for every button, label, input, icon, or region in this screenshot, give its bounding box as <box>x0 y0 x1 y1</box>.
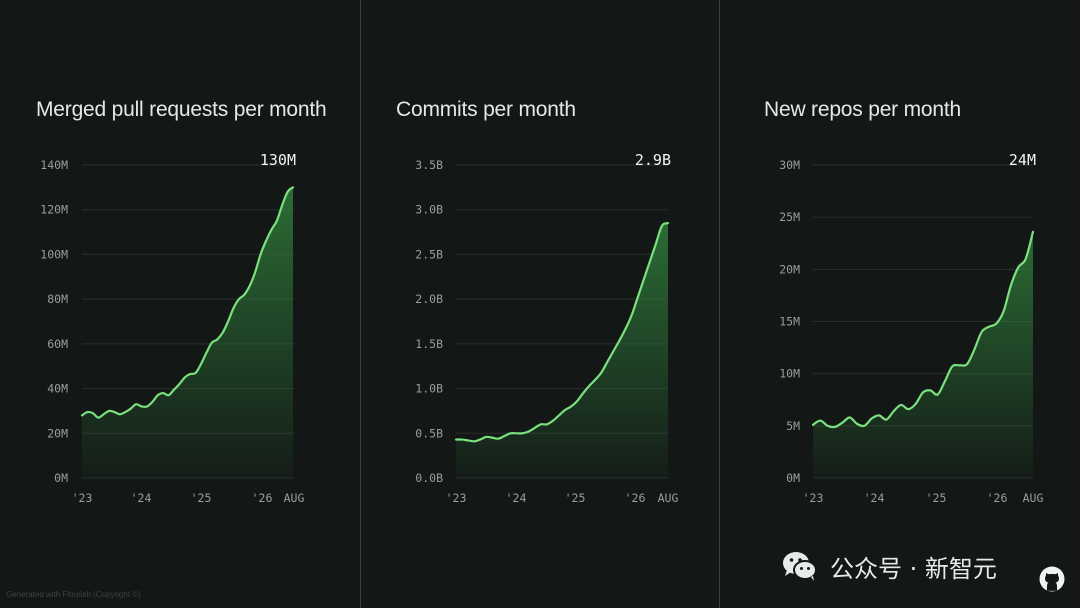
merged-prs-chart: 0M 20M 40M 60M 80M 100M 120M 140M '23 '24 '25 '26 AU… <box>40 151 305 505</box>
x-tick-label: '25 <box>926 491 947 505</box>
x-tick-label: '23 <box>446 491 467 505</box>
series-line <box>80 186 295 419</box>
panel-divider <box>719 0 720 608</box>
y-tick-label: 20M <box>47 426 68 440</box>
y-tick-label: 0M <box>786 471 800 485</box>
wechat-icon <box>783 552 817 581</box>
github-icon <box>1039 566 1065 592</box>
x-tick-label: '23 <box>803 491 824 505</box>
new-repos-chart: 0M 5M 10M 15M 20M 25M 30M '23 '24 '25 '26 AUG 24M <box>779 151 1044 505</box>
chart-title: New repos per month <box>764 98 961 121</box>
y-tick-label: 10M <box>779 367 800 381</box>
x-tick-label: '24 <box>864 491 885 505</box>
panel-divider <box>360 0 361 608</box>
y-tick-label: 80M <box>47 292 68 306</box>
x-tick-label: AUG <box>658 491 679 505</box>
y-tick-label: 40M <box>47 382 68 396</box>
wechat-watermark: 公众号 · 新智元 <box>778 544 997 588</box>
chart-title: Merged pull requests per month <box>36 98 327 121</box>
y-tick-label: 2.5B <box>415 247 443 261</box>
y-tick-label: 3.0B <box>415 203 443 217</box>
chart-panel-new-repos: New repos per month 0M 5M 10M 15M 20M 25M 30M '… <box>720 0 1080 608</box>
y-tick-label: 140M <box>40 158 68 172</box>
x-tick-label: '24 <box>506 491 527 505</box>
series-area <box>82 187 293 479</box>
y-tick-label: 1.5B <box>415 337 443 351</box>
y-tick-label: 20M <box>779 262 800 276</box>
x-tick-label: AUG <box>284 491 305 505</box>
x-tick-label: AUG <box>1023 491 1044 505</box>
y-tick-label: 120M <box>40 203 68 217</box>
series-area <box>813 231 1033 478</box>
y-tick-label: 100M <box>40 247 68 261</box>
y-tick-label: 30M <box>779 158 800 172</box>
y-tick-label: 1.0B <box>415 382 443 396</box>
y-tick-label: 5M <box>786 419 800 433</box>
chart-panel-merged-prs: Merged pull requests per month 0M 20M 40M 6… <box>0 0 360 608</box>
final-value-label: 24M <box>1009 151 1036 169</box>
x-tick-label: '26 <box>252 491 273 505</box>
series-area <box>456 223 668 478</box>
y-tick-label: 3.5B <box>415 158 443 172</box>
y-tick-label: 2.0B <box>415 292 443 306</box>
chart-panel-commits: Commits per month 0.0B 0.5B 1.0B 1.5B 2.0B 2.… <box>361 0 719 608</box>
chart-title: Commits per month <box>396 98 576 121</box>
credit-caption: Generated with Flourish (Copyright ©) <box>6 590 141 599</box>
x-tick-label: '25 <box>191 491 212 505</box>
commits-chart: 0.0B 0.5B 1.0B 1.5B 2.0B 2.5B 3.0B 3.5B '23 '24 '2… <box>415 151 679 505</box>
series-line <box>454 222 670 443</box>
y-tick-label: 0.5B <box>415 426 443 440</box>
x-tick-label: '25 <box>565 491 586 505</box>
x-tick-label: '26 <box>625 491 646 505</box>
y-tick-label: 25M <box>779 210 800 224</box>
watermark-text: 公众号 · 新智元 <box>830 554 997 583</box>
y-tick-label: 60M <box>47 337 68 351</box>
x-tick-label: '24 <box>131 491 152 505</box>
y-tick-label: 0M <box>54 471 68 485</box>
x-tick-label: '26 <box>987 491 1008 505</box>
y-tick-label: 15M <box>779 315 800 329</box>
x-tick-label: '23 <box>72 491 93 505</box>
final-value-label: 130M <box>260 151 296 169</box>
y-tick-label: 0.0B <box>415 471 443 485</box>
final-value-label: 2.9B <box>635 151 671 169</box>
